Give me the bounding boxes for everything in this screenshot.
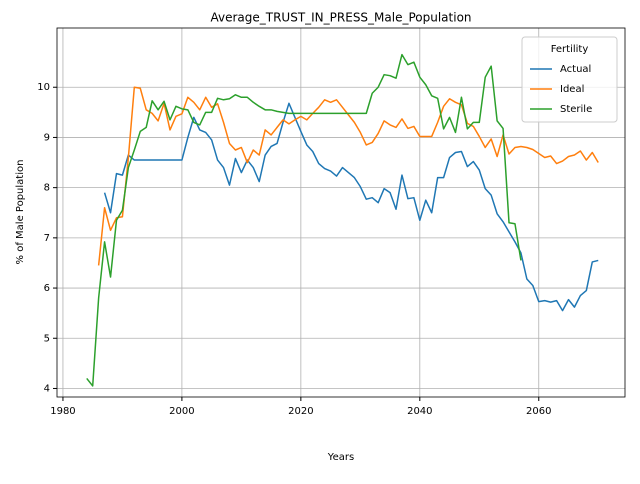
legend-title: Fertility — [551, 44, 589, 55]
series-line — [86, 53, 522, 387]
y-axis-label: % of Male Population — [15, 160, 26, 265]
y-tick-label: 10 — [37, 82, 50, 93]
y-tick-label: 7 — [44, 233, 50, 244]
y-tick-label: 4 — [44, 383, 50, 394]
series-line — [97, 86, 599, 266]
y-tick-label: 6 — [44, 283, 50, 294]
x-tick-label: 2040 — [407, 406, 432, 417]
x-tick-label: 1980 — [50, 406, 75, 417]
x-tick-label: 2020 — [288, 406, 313, 417]
legend-label: Sterile — [560, 104, 592, 115]
axes-frame — [56, 27, 626, 398]
x-axis-label: Years — [327, 452, 354, 463]
legend-label: Ideal — [560, 84, 584, 95]
legend-label: Actual — [560, 64, 591, 75]
x-tick-label: 2060 — [526, 406, 551, 417]
legend-frame — [521, 36, 618, 123]
series-line — [103, 102, 599, 312]
y-tick-label: 8 — [44, 183, 50, 194]
chart-title: Average_TRUST_IN_PRESS_Male_Population — [210, 11, 471, 25]
x-tick-label: 2000 — [169, 406, 194, 417]
y-tick-label: 5 — [44, 333, 50, 344]
y-tick-label: 9 — [44, 132, 50, 143]
